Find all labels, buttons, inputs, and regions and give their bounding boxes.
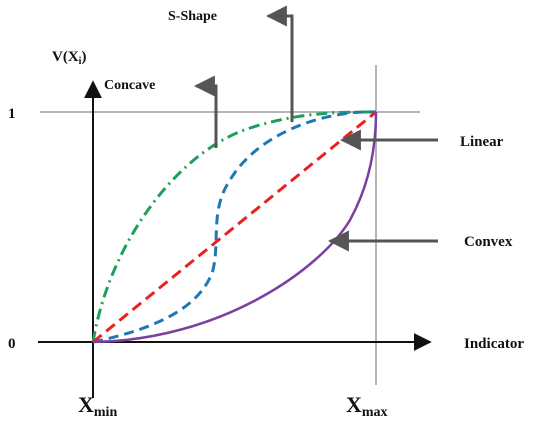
y-tick-zero: 0 <box>8 336 16 352</box>
concave-label: Concave <box>104 78 155 93</box>
x-min-label: Xmin <box>78 392 117 420</box>
s-shape-pointer-arrow <box>265 5 294 122</box>
x-min-label-sub: min <box>94 405 118 420</box>
linear-label: Linear <box>460 134 504 150</box>
x-max-label-main: X <box>346 392 362 417</box>
s-shape-label: S-Shape <box>168 9 217 24</box>
convex-label: Convex <box>464 234 513 250</box>
s-shape-curve <box>92 110 377 344</box>
y-tick-one: 1 <box>8 106 16 122</box>
linear-curve <box>92 110 377 344</box>
x-max-label-sub: max <box>362 405 388 420</box>
y-axis-label-sub: i <box>79 56 82 67</box>
x-max-label: Xmax <box>346 392 388 420</box>
concave-pointer-arrow <box>193 75 218 148</box>
x-min-label-main: X <box>78 392 94 417</box>
y-axis-label-main: V(X <box>52 49 79 65</box>
x-axis-label: Indicator <box>464 336 524 352</box>
concave-curve <box>91 110 377 343</box>
y-axis-label-close: ) <box>81 49 86 65</box>
y-axis-label: V(Xi) <box>52 49 86 67</box>
